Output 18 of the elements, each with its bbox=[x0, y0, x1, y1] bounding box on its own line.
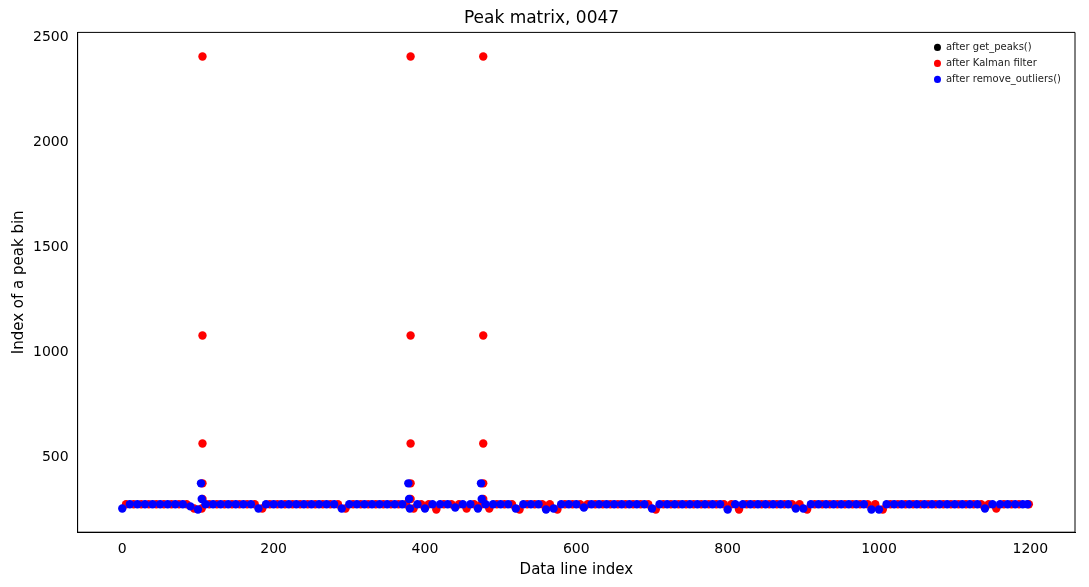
x-tick-label: 1000 bbox=[861, 540, 897, 557]
y-axis-title: Index of a peak bin bbox=[8, 210, 27, 355]
x-tick-label: 200 bbox=[260, 540, 287, 557]
legend-label: after remove_outliers() bbox=[945, 72, 1062, 85]
y-tick-label: 2000 bbox=[32, 133, 69, 150]
x-tick-label: 0 bbox=[117, 540, 127, 557]
legend-label: after Kalman filter bbox=[945, 56, 1038, 68]
x-tick-label: 1200 bbox=[1012, 540, 1049, 557]
x-axis-title: Data line index bbox=[519, 559, 634, 578]
legend-label: after get_peaks() bbox=[945, 40, 1032, 53]
chart-title: Peak matrix, 0047 bbox=[463, 6, 620, 27]
y-tick-label: 2500 bbox=[32, 28, 69, 45]
y-tick-label: 500 bbox=[41, 447, 69, 464]
y-tick-label: 1500 bbox=[32, 238, 69, 255]
x-tick-label: 800 bbox=[714, 540, 742, 557]
x-tick-label: 400 bbox=[411, 540, 439, 557]
x-tick-label: 600 bbox=[562, 540, 590, 557]
y-tick-label: 1000 bbox=[32, 342, 69, 359]
